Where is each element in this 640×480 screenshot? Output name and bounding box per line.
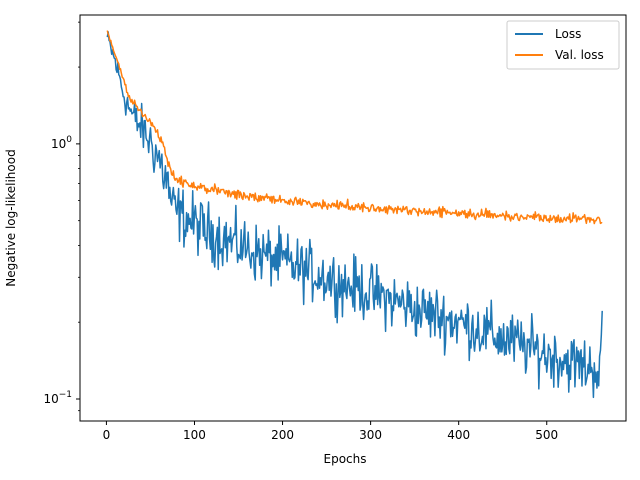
x-tick-label: 300 xyxy=(359,428,382,442)
x-tick-label: 100 xyxy=(183,428,206,442)
x-tick-label: 200 xyxy=(271,428,294,442)
y-tick-label: 100 xyxy=(51,135,72,151)
legend: Loss Val. loss xyxy=(506,20,620,70)
y-tick-label: 10−1 xyxy=(43,390,72,406)
x-tick-label: 500 xyxy=(535,428,558,442)
series-line-val-loss xyxy=(106,30,603,225)
series-layer xyxy=(106,30,603,399)
x-tick-label: 400 xyxy=(447,428,470,442)
x-tick-label: 0 xyxy=(103,428,111,442)
series-line-loss xyxy=(106,31,603,399)
legend-label-loss: Loss xyxy=(555,27,581,41)
x-axis-label: Epochs xyxy=(324,452,367,466)
x-axis-ticks: 0 100 200 300 400 500 xyxy=(103,421,558,442)
legend-label-val-loss: Val. loss xyxy=(555,48,604,62)
y-axis-label: Negative log-likelihood xyxy=(4,149,18,286)
plot-frame xyxy=(79,14,627,422)
y-axis-ticks: 10−1 100 xyxy=(43,21,80,412)
